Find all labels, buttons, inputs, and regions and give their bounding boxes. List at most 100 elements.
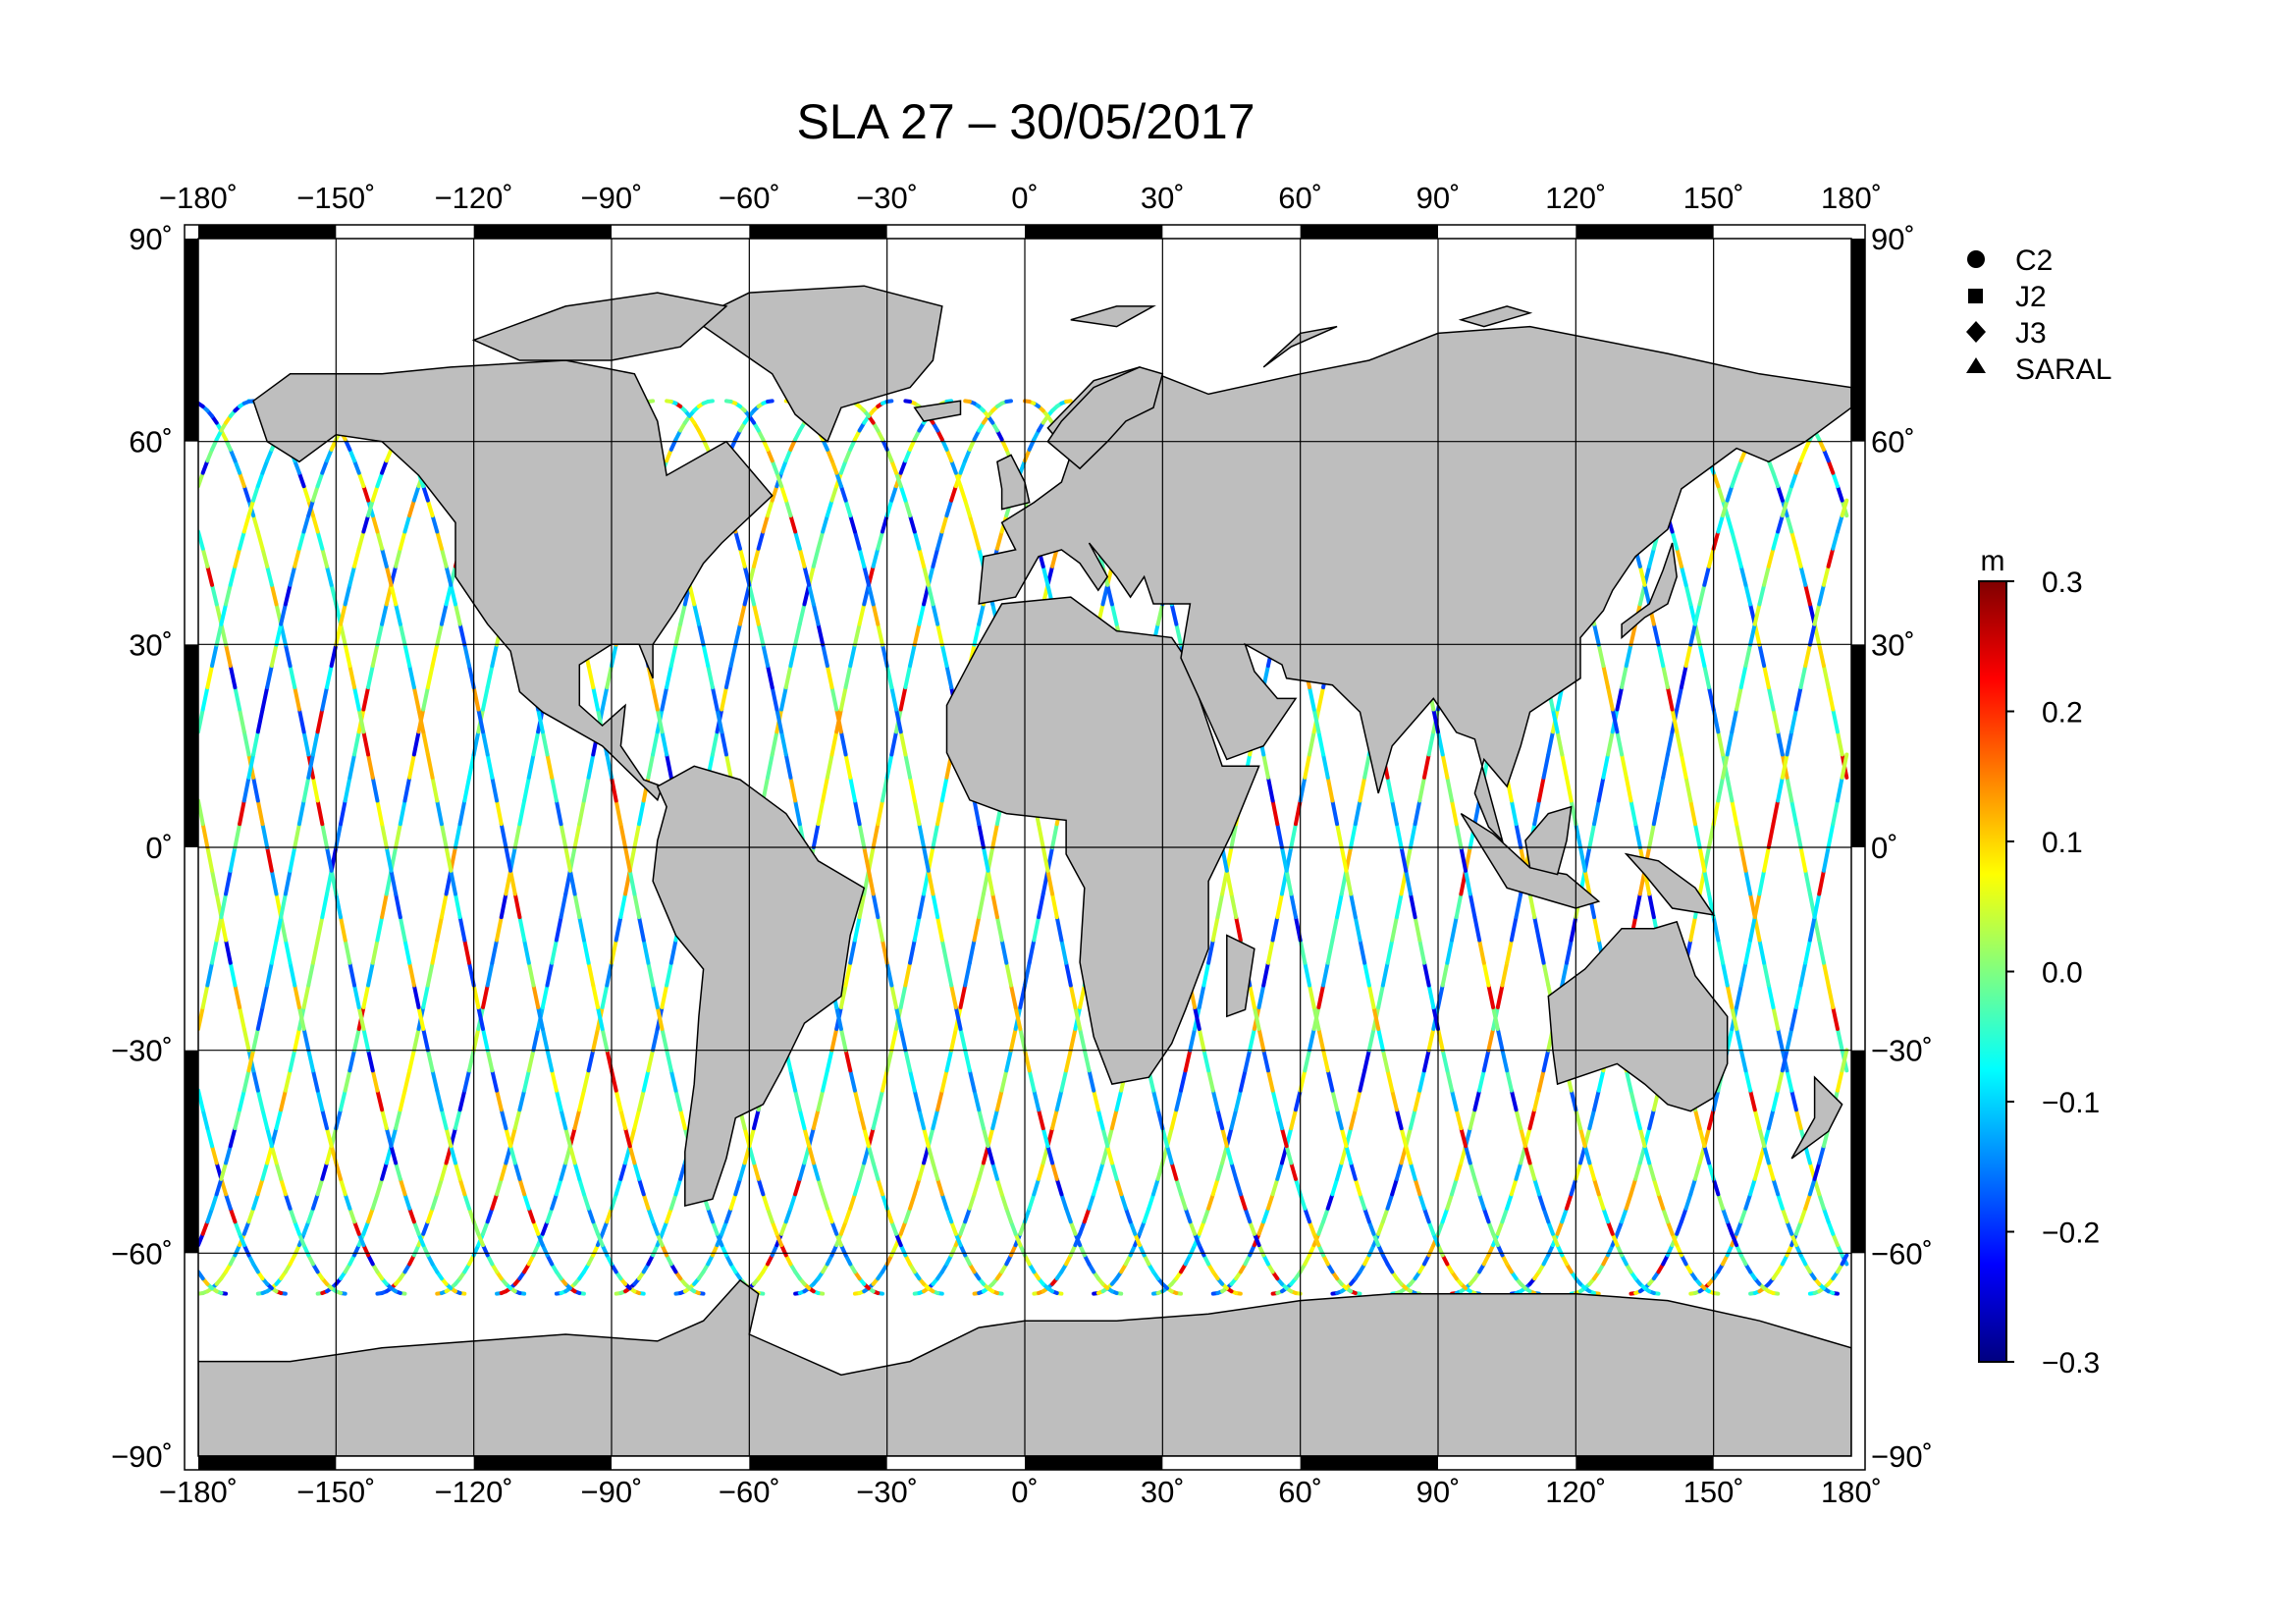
track-segment [1500, 1048, 1510, 1073]
track-segment [339, 1176, 347, 1197]
track-segment [453, 822, 462, 849]
track-segment [610, 1192, 618, 1211]
track-segment [1578, 845, 1587, 873]
track-segment [1174, 1088, 1184, 1112]
track-segment [610, 642, 618, 669]
track-segment [559, 1161, 568, 1181]
track-segment [283, 582, 293, 607]
track-segment [430, 775, 440, 803]
track-segment [986, 868, 995, 896]
track-segment [411, 1026, 421, 1053]
track-segment [1514, 1108, 1523, 1131]
track-segment [1798, 664, 1808, 690]
track-segment [586, 960, 596, 988]
track-segment [1385, 775, 1395, 803]
track-segment [361, 1026, 371, 1053]
track-segment [485, 1048, 495, 1073]
track-segment [1408, 892, 1417, 920]
track-segment [219, 892, 229, 920]
track-segment [1582, 1144, 1592, 1165]
circle-marker-icon [1967, 250, 1985, 268]
track-segment [347, 564, 357, 587]
track-segment [1527, 1161, 1537, 1181]
track-segment [1541, 1048, 1551, 1073]
track-segment [1688, 1176, 1697, 1197]
track-segment [618, 822, 628, 849]
track-segment [1160, 1126, 1170, 1149]
track-segment [198, 798, 205, 827]
track-segment [1743, 642, 1753, 669]
track-segment [1615, 685, 1625, 712]
track-segment [449, 582, 457, 607]
track-segment [517, 915, 527, 943]
track-segment [1670, 529, 1680, 551]
track-segment [1789, 707, 1798, 734]
track-segment [1068, 983, 1078, 1009]
track-segment [1431, 1004, 1440, 1031]
track-segment [320, 1161, 329, 1181]
track-segment [269, 938, 279, 965]
track-segment [986, 1144, 995, 1165]
track-segment [1495, 983, 1505, 1009]
track-segment [1008, 983, 1018, 1009]
track-segment [210, 868, 219, 896]
track-segment [843, 1048, 853, 1073]
track-segment [816, 529, 826, 551]
track-segment [1413, 798, 1422, 827]
lon-tick-label-top: −30˚ [856, 181, 918, 215]
lat-tick-label-right: 0˚ [1871, 831, 1898, 865]
track-segment [963, 399, 972, 404]
track-segment [1582, 868, 1592, 896]
track-segment [1330, 915, 1340, 943]
track-segment [471, 1219, 481, 1236]
track-segment [723, 664, 733, 690]
track-segment [481, 983, 490, 1009]
track-segment [1771, 1004, 1781, 1031]
lat-tick-label-right: −90˚ [1871, 1439, 1933, 1474]
track-segment [1835, 1026, 1844, 1053]
track-segment [1716, 1192, 1726, 1211]
track-segment [1421, 752, 1431, 780]
track-segment [1358, 938, 1367, 965]
track-segment [1321, 1206, 1330, 1224]
track-segment [563, 1126, 572, 1149]
track-segment [1018, 1026, 1027, 1053]
track-segment [1325, 775, 1335, 803]
track-segment [1735, 459, 1743, 475]
track-segment [1716, 775, 1726, 803]
track-segment [898, 1026, 908, 1053]
track-segment [1078, 1219, 1087, 1236]
track-segment [1683, 1192, 1693, 1211]
track-segment [522, 938, 531, 965]
track-segment [430, 1192, 440, 1211]
track-segment [1445, 1192, 1455, 1211]
track-segment [324, 447, 334, 463]
track-segment [200, 459, 210, 475]
track-segment [1702, 564, 1711, 587]
track-segment [310, 514, 320, 534]
track-segment [481, 685, 490, 712]
track-segment [733, 1176, 742, 1197]
track-segment [1027, 1068, 1037, 1093]
track-segment [329, 582, 339, 607]
frame-bar-bottom [1300, 1456, 1438, 1470]
track-segment [1284, 1144, 1294, 1165]
track-segment [1481, 960, 1491, 988]
track-segment [880, 775, 889, 803]
track-segment [972, 529, 982, 551]
track-segment [1188, 1219, 1198, 1236]
track-segment [701, 642, 711, 669]
track-segment [581, 1068, 591, 1093]
track-segment [1358, 1192, 1367, 1211]
track-segment [572, 822, 582, 849]
track-segment [526, 752, 536, 780]
track-segment [394, 546, 402, 568]
track-segment [200, 1219, 210, 1236]
track-segment [1380, 1206, 1390, 1224]
track-segment [490, 775, 500, 803]
track-segment [944, 447, 954, 463]
track-segment [766, 447, 774, 463]
track-segment [774, 707, 784, 734]
track-segment [366, 752, 375, 780]
track-segment [1606, 685, 1615, 712]
